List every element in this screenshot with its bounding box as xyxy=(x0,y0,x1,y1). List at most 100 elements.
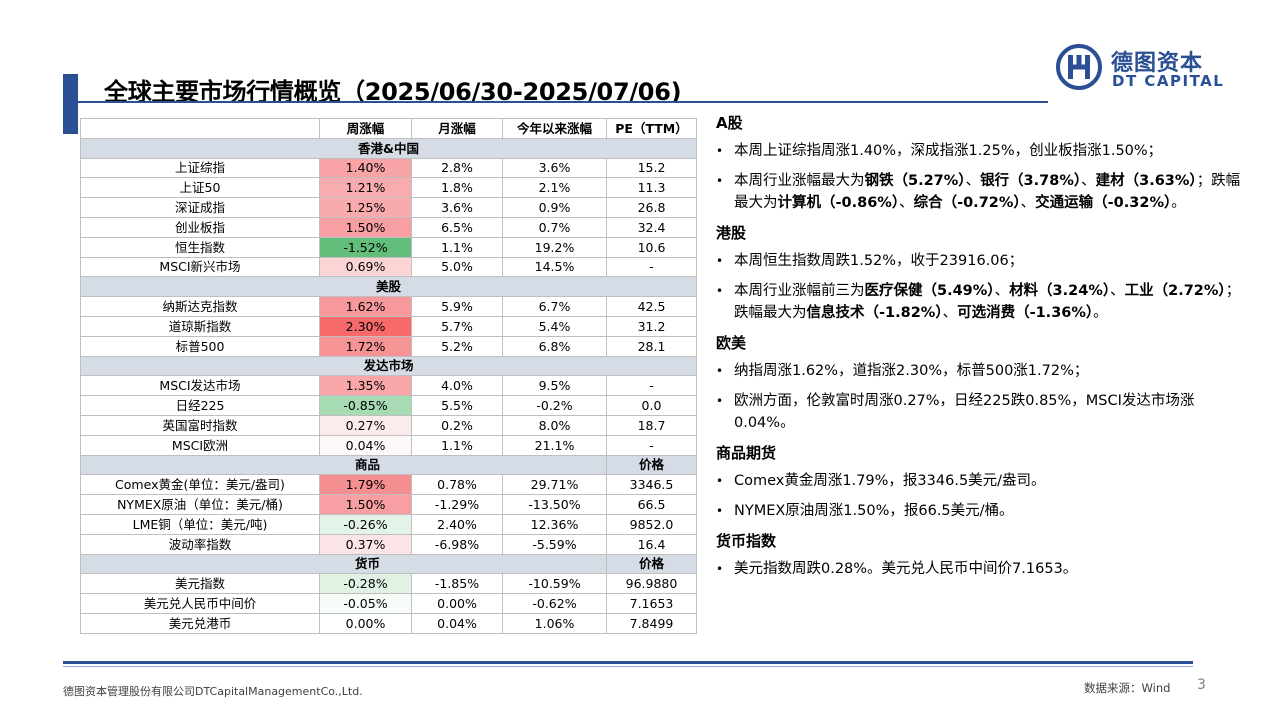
table-cell: 9.5% xyxy=(502,375,607,397)
table-cell: 5.2% xyxy=(411,335,503,357)
table-cell: 1.1% xyxy=(411,236,503,258)
section-label: 商品 xyxy=(80,454,607,476)
table-row: 日经225 -0.85% 5.5% -0.2% 0.0 xyxy=(80,395,697,416)
commentary-bullet: • 本周行业涨幅前三为医疗保健（5.49%）、材料（3.24%）、工业（2.72%… xyxy=(716,280,1241,324)
commentary-text: 、 xyxy=(994,283,1010,299)
table-cell: 42.5 xyxy=(606,296,697,317)
table-cell: 5.4% xyxy=(502,315,607,337)
table-cell: 0.00% xyxy=(411,593,503,614)
bullet-dot-icon: • xyxy=(716,364,724,378)
commentary-text: 交通运输（-0.32%） xyxy=(1035,195,1172,211)
table-cell: 5.0% xyxy=(411,256,503,278)
commentary-text: 欧洲方面，伦敦富时周涨0.27%，日经225跌0.85%，MSCI发达市场涨0.… xyxy=(734,393,1195,431)
table-cell: -1.85% xyxy=(411,573,503,595)
table-row: 波动率指数 0.37% -6.98% -5.59% 16.4 xyxy=(80,533,697,555)
section-label: 货币 xyxy=(80,553,607,575)
column-header: 今年以来涨幅 xyxy=(502,118,607,139)
row-name: 英国富时指数 xyxy=(80,414,320,436)
row-name: 美元指数 xyxy=(80,573,320,595)
bullet-dot-icon: • xyxy=(716,284,724,298)
row-name: LME铜（单位：美元/吨) xyxy=(80,513,320,535)
table-header-row: 周涨幅 月涨幅 今年以来涨幅 PE（TTM） xyxy=(80,118,697,139)
table-cell: 2.1% xyxy=(502,177,607,199)
table-row: MSCI新兴市场 0.69% 5.0% 14.5% - xyxy=(80,256,697,278)
table-cell: 96.9880 xyxy=(606,573,697,595)
commentary-text: 银行（3.78%） xyxy=(980,173,1082,189)
commentary-text: 可选消费（-1.36%） xyxy=(957,305,1094,321)
column-header: 月涨幅 xyxy=(411,118,503,139)
table-row: MSCI欧洲 0.04% 1.1% 21.1% - xyxy=(80,434,697,456)
table-cell: 1.50% xyxy=(319,494,412,515)
table-cell: 26.8 xyxy=(606,197,697,218)
table-cell: 0.00% xyxy=(319,612,412,634)
table-cell: 14.5% xyxy=(502,256,607,278)
commentary-text: 本周行业涨幅最大为 xyxy=(734,173,865,189)
footer-divider xyxy=(63,661,1193,664)
commentary-bullet: • Comex黄金周涨1.79%，报3346.5美元/盎司。 xyxy=(716,470,1241,492)
table-cell: 11.3 xyxy=(606,177,697,199)
table-cell: 6.5% xyxy=(411,216,503,238)
table-cell: 28.1 xyxy=(606,335,697,357)
footer-source: 数据来源：Wind xyxy=(1084,681,1171,695)
commentary-text: 医疗保健（5.49%） xyxy=(864,283,995,299)
table-cell: 5.5% xyxy=(411,395,503,416)
section-label: 美股 xyxy=(80,276,697,298)
dt-logo-icon xyxy=(1056,44,1102,90)
bullet-dot-icon: • xyxy=(716,144,724,158)
row-name: MSCI发达市场 xyxy=(80,375,320,397)
table-section-row: 美股 xyxy=(80,276,697,298)
commentary-text: 工业（2.72%） xyxy=(1124,283,1226,299)
commentary-text: 。 xyxy=(1171,195,1186,211)
footer-company: 德图资本管理股份有限公司DTCapitalManagementCo.,Ltd. xyxy=(63,685,363,698)
commentary-bullet: • 欧洲方面，伦敦富时周涨0.27%，日经225跌0.85%，MSCI发达市场涨0… xyxy=(716,390,1241,434)
table-cell: 6.8% xyxy=(502,335,607,357)
table-cell: 0.9% xyxy=(502,197,607,218)
commentary-text: 美元指数周跌0.28%。美元兑人民币中间价7.1653。 xyxy=(734,561,1078,577)
table-cell: 1.79% xyxy=(319,474,412,496)
section-price-header: 价格 xyxy=(606,553,697,575)
table-cell: - xyxy=(606,375,697,397)
row-name: 美元兑人民币中间价 xyxy=(80,593,320,614)
table-section-row: 发达市场 xyxy=(80,355,697,377)
table-cell: -0.2% xyxy=(502,395,607,416)
table-cell: -0.62% xyxy=(502,593,607,614)
table-cell: 29.71% xyxy=(502,474,607,496)
table-cell: 1.25% xyxy=(319,197,412,218)
footer-divider-thin xyxy=(63,666,1193,667)
commentary-text: 、 xyxy=(1081,173,1096,189)
table-cell: 0.2% xyxy=(411,414,503,436)
commentary-text: 、 xyxy=(899,195,914,211)
table-cell: 32.4 xyxy=(606,216,697,238)
section-label: 发达市场 xyxy=(80,355,697,377)
commentary-text: ；跌幅最大为 xyxy=(734,283,1241,321)
table-cell: 10.6 xyxy=(606,236,697,258)
table-row: 上证综指 1.40% 2.8% 3.6% 15.2 xyxy=(80,157,697,179)
commentary-bullet: • 纳指周涨1.62%，道指涨2.30%，标普500涨1.72%； xyxy=(716,360,1241,382)
commentary-text: 本周恒生指数周跌1.52%，收于23916.06； xyxy=(734,253,1024,269)
table-cell: 3346.5 xyxy=(606,474,697,496)
table-cell: 0.69% xyxy=(319,256,412,278)
table-cell: 1.21% xyxy=(319,177,412,199)
table-cell: 0.78% xyxy=(411,474,503,496)
table-row: MSCI发达市场 1.35% 4.0% 9.5% - xyxy=(80,375,697,397)
title-accent-bar xyxy=(63,74,78,134)
commentary-text: 钢铁（5.27%） xyxy=(864,173,966,189)
table-row: 深证成指 1.25% 3.6% 0.9% 26.8 xyxy=(80,197,697,218)
table-cell: 7.1653 xyxy=(606,593,697,614)
table-cell: 1.72% xyxy=(319,335,412,357)
commentary-text: 计算机（-0.86%） xyxy=(777,195,900,211)
commentary-heading: 商品期货 xyxy=(716,444,777,462)
commentary-text: 本周行业涨幅前三为 xyxy=(734,283,865,299)
row-name: 日经225 xyxy=(80,395,320,416)
table-row: 标普500 1.72% 5.2% 6.8% 28.1 xyxy=(80,335,697,357)
table-row: Comex黄金(单位：美元/盎司) 1.79% 0.78% 29.71% 3346.5 xyxy=(80,474,697,496)
row-name: 纳斯达克指数 xyxy=(80,296,320,317)
table-cell: 3.6% xyxy=(502,157,607,179)
table-row: 上证50 1.21% 1.8% 2.1% 11.3 xyxy=(80,177,697,199)
table-cell: 2.40% xyxy=(411,513,503,535)
table-section-row: 货币 价格 xyxy=(80,553,697,575)
logo-text-en: DT CAPITAL xyxy=(1112,72,1225,90)
section-label: 香港&中国 xyxy=(80,137,697,159)
table-cell: 0.37% xyxy=(319,533,412,555)
commentary-text: 本周上证综指周涨1.40%，深成指涨1.25%，创业板指涨1.50%； xyxy=(734,143,1163,159)
